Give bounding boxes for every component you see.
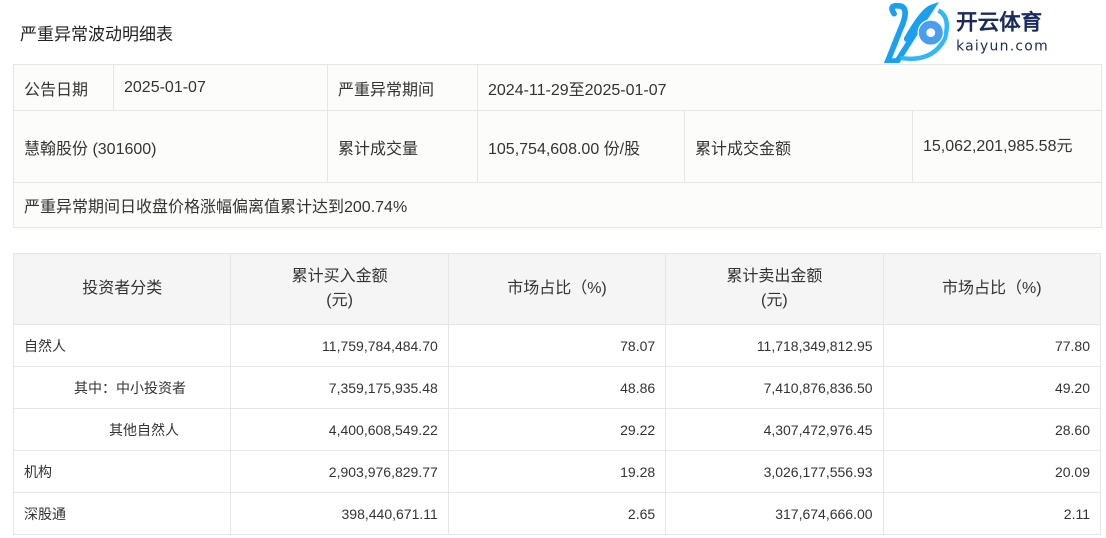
value-cell: 29.22	[447, 408, 667, 451]
announce-date-label: 公告日期	[13, 64, 114, 111]
table-row: 机构 2,903,976,829.77 19.28 3,026,177,556.93 2…	[12, 450, 1102, 493]
logo-ball-icon	[917, 19, 945, 46]
announce-date: 2025-01-07	[113, 64, 328, 111]
logo-en-text: kaiyun.com	[956, 38, 1049, 54]
column-header-line: 市场占比（%)	[507, 280, 607, 297]
column-header: 市场占比（%)	[882, 253, 1102, 325]
column-header-line: (元)	[326, 292, 353, 309]
page-title: 严重异常波动明细表	[20, 25, 173, 44]
value-cell: 28.60	[882, 408, 1102, 451]
investor-category: 机构	[12, 450, 232, 493]
value-cell: 78.07	[447, 324, 667, 367]
info-table: 公告日期 2025-01-07 严重异常期间 2024-11-29至2025-0…	[12, 64, 1103, 228]
stock-name: 慧翰股份 (301600)	[13, 110, 328, 183]
value-cell: 4,307,472,976.45	[665, 408, 884, 451]
column-header: 市场占比（%)	[447, 253, 667, 325]
investor-table: 投资者分类 累计买入金额 (元) 市场占比（%) 累计卖出金额 (元) 市场占比（%) 自然…	[12, 253, 1102, 535]
investor-category: 自然人	[12, 324, 232, 367]
value-cell: 2,903,976,829.77	[230, 450, 449, 493]
column-header-line: 累计卖出金额	[726, 268, 823, 285]
value-cell: 7,410,876,836.50	[665, 366, 884, 409]
note: 严重异常期间日收盘价格涨幅偏离值累计达到200.74%	[12, 182, 1103, 228]
column-header-line: 累计买入金额	[291, 268, 388, 285]
logo-swoosh-icon	[900, 8, 949, 61]
amount: 15,062,201,985.58元	[911, 110, 1103, 183]
logo-cn-text: 开云体育	[956, 9, 1042, 35]
value-cell: 77.80	[882, 324, 1102, 367]
value-cell: 3,026,177,556.93	[665, 450, 884, 493]
investor-category: 其他自然人	[12, 408, 232, 451]
value-cell: 20.09	[882, 450, 1102, 493]
column-header: 累计买入金额 (元)	[230, 253, 449, 325]
column-header-line: 投资者分类	[82, 280, 163, 297]
column-header: 投资者分类	[12, 253, 232, 325]
value-cell: 48.86	[447, 366, 667, 409]
table-row: 其他自然人 4,400,608,549.22 29.22 4,307,472,976.…	[12, 408, 1102, 451]
value-cell: 2.65	[447, 492, 667, 535]
volume-label: 累计成交量	[327, 110, 478, 183]
value-cell: 2.11	[882, 492, 1102, 535]
kaiyun-watermark-logo: 开云体育 kaiyun.com	[883, 1, 1049, 63]
column-header-line: (元)	[761, 292, 788, 309]
investor-category: 深股通	[12, 492, 232, 535]
column-header-line: 市场占比（%)	[942, 280, 1042, 297]
investor-category: 其中：中小投资者	[12, 366, 232, 409]
table-row: 自然人 11,759,784,484.70 78.07 11,718,349,812.…	[12, 324, 1102, 367]
value-cell: 19.28	[447, 450, 667, 493]
value-cell: 11,718,349,812.95	[665, 324, 884, 367]
period-label: 严重异常期间	[327, 64, 478, 111]
value-cell: 317,674,666.00	[665, 492, 884, 535]
value-cell: 49.20	[882, 366, 1102, 409]
logo-k-mark-icon	[883, 1, 940, 63]
value-cell: 7,359,175,935.48	[230, 366, 449, 409]
value-cell: 398,440,671.11	[230, 492, 449, 535]
value-cell: 11,759,784,484.70	[230, 324, 449, 367]
amount-label: 累计成交金额	[684, 110, 913, 183]
volume: 105,754,608.00 份/股	[477, 110, 685, 183]
header-row: 投资者分类 累计买入金额 (元) 市场占比（%) 累计卖出金额 (元) 市场占比（%)	[12, 253, 1102, 325]
period: 2024-11-29至2025-01-07	[476, 64, 1103, 111]
table-row: 深股通 398,440,671.11 2.65 317,674,666.00 2.11	[12, 492, 1102, 535]
value-cell: 4,400,608,549.22	[230, 408, 449, 451]
column-header: 累计卖出金额 (元)	[665, 253, 884, 325]
table-row: 其中：中小投资者 7,359,175,935.48 48.86 7,410,876,8…	[12, 366, 1102, 409]
